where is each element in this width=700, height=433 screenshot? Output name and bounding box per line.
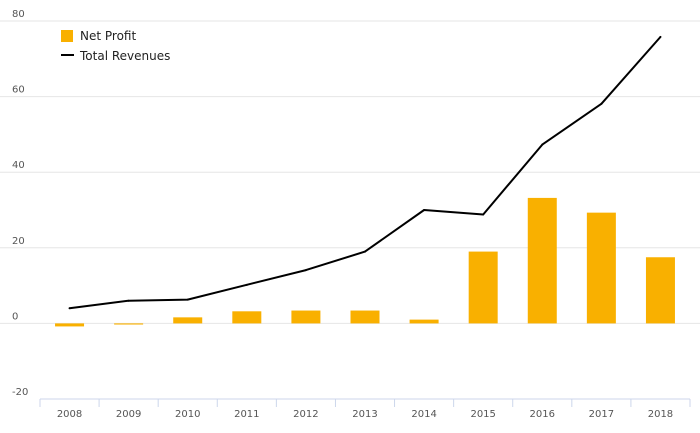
y-tick-label: 40 — [12, 160, 25, 171]
total-revenues-point — [659, 35, 662, 38]
y-axis-tick-labels: 80 60 40 20 0 -20 — [12, 9, 28, 398]
net-profit-bars — [55, 197, 675, 327]
x-tick-label: 2008 — [57, 409, 82, 420]
total-revenues-point — [482, 213, 485, 216]
x-tick-label: 2010 — [175, 409, 200, 420]
x-axis: 2008 2009 2010 2011 2012 2013 2014 2015 2016 2017… — [39, 398, 691, 420]
total-revenues-point — [600, 102, 603, 105]
x-tick-label: 2016 — [530, 409, 555, 420]
legend-label-net-profit: Net Profit — [80, 29, 136, 43]
x-tick-label: 2009 — [116, 409, 141, 420]
net-profit-bar — [173, 317, 203, 324]
net-profit-bar — [409, 319, 439, 324]
total-revenues-point — [127, 299, 130, 302]
net-profit-bar — [350, 310, 380, 324]
net-profit-bar — [55, 323, 85, 327]
x-tick-label: 2011 — [234, 409, 259, 420]
net-profit-bar — [586, 212, 616, 324]
net-profit-bar — [232, 311, 262, 324]
legend-swatch-net-profit — [61, 30, 73, 42]
net-profit-bar — [527, 197, 557, 324]
net-profit-bar — [291, 310, 321, 324]
total-revenues-point — [68, 307, 71, 310]
net-profit-bar — [645, 257, 675, 324]
legend: Net Profit Total Revenues — [61, 29, 170, 63]
y-tick-label: 0 — [12, 311, 18, 322]
x-tick-label: 2012 — [293, 409, 318, 420]
x-tick-label: 2013 — [352, 409, 377, 420]
net-profit-bar — [468, 251, 498, 324]
total-revenues-point — [541, 143, 544, 146]
x-tick-label: 2015 — [470, 409, 495, 420]
total-revenues-point — [364, 250, 366, 253]
total-revenues-point — [304, 269, 307, 272]
net-profit-bar — [114, 323, 144, 325]
x-tick-label: 2014 — [411, 409, 436, 420]
total-revenues-point — [423, 209, 426, 211]
legend-label-total-revenues: Total Revenues — [79, 49, 170, 63]
total-revenues-line-group — [68, 35, 662, 310]
total-revenues-point — [245, 283, 248, 286]
x-tick-label: 2018 — [648, 409, 673, 420]
y-tick-label: 20 — [12, 236, 25, 247]
y-tick-label: 80 — [12, 9, 25, 20]
y-tick-label: -20 — [12, 387, 28, 398]
y-tick-label: 60 — [12, 85, 25, 96]
x-tick-label: 2017 — [589, 409, 614, 420]
total-revenues-point — [186, 298, 189, 301]
